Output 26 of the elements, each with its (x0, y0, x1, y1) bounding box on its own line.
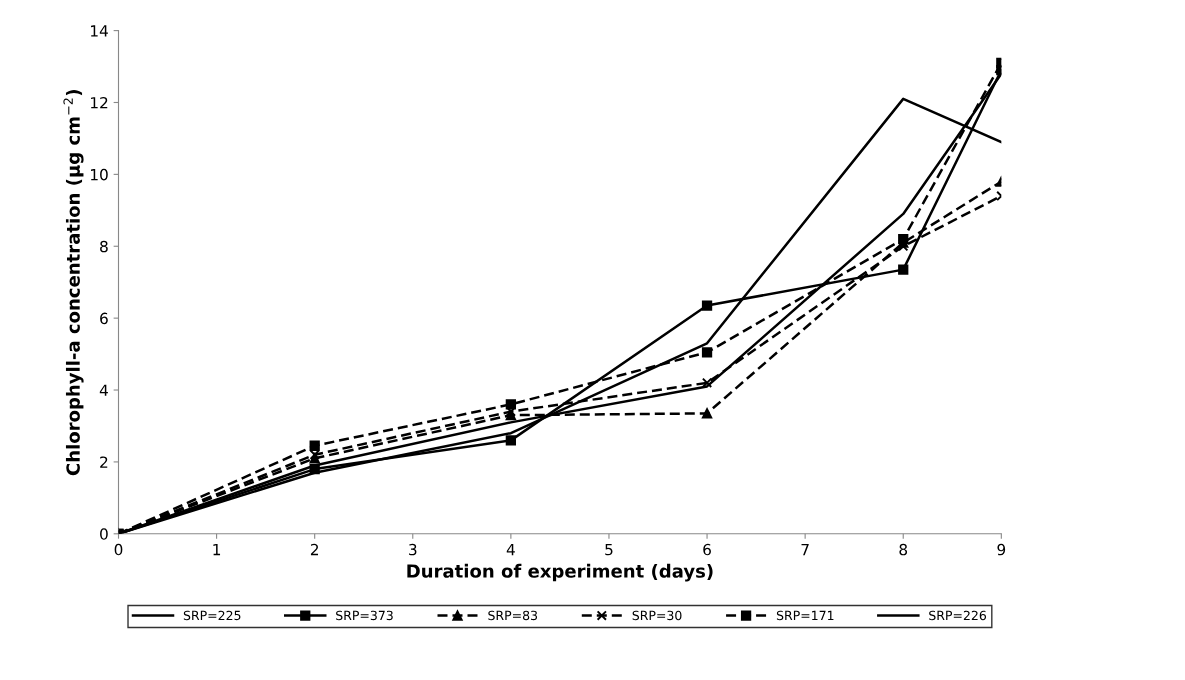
x-tick-label: 5 (605, 543, 613, 556)
x-tick-label: 6 (703, 543, 711, 556)
x-tick-label: 1 (213, 543, 221, 556)
x-tick-label: 4 (506, 543, 515, 556)
x-tick-label: 8 (899, 543, 908, 556)
legend-label: SRP=226 (929, 610, 987, 621)
legend-label: SRP=83 (488, 610, 538, 621)
x-axis-title: Duration of experiment (days) (407, 563, 713, 582)
y-axis-title: Chlorophyll-a concentration (μg cm$^{−2}$) (63, 90, 84, 476)
y-tick-label: 8 (100, 240, 108, 253)
legend-label: SRP=373 (336, 610, 393, 621)
x-tick-label: 0 (114, 543, 123, 556)
y-tick-label: 10 (91, 168, 108, 181)
y-tick-label: 4 (99, 384, 108, 396)
x-tick-label: 9 (997, 543, 1006, 556)
legend-label: SRP=171 (776, 610, 834, 621)
x-tick-label: 7 (801, 543, 809, 556)
legend-label: SRP=30 (632, 610, 682, 621)
y-tick-label: 14 (91, 25, 108, 37)
y-tick-label: 12 (91, 96, 108, 109)
y-tick-label: 6 (100, 312, 108, 325)
y-tick-label: 0 (100, 528, 108, 540)
x-tick-label: 2 (310, 543, 319, 556)
legend-label: SRP=225 (183, 610, 241, 621)
x-tick-label: 3 (409, 543, 417, 556)
y-tick-label: 2 (100, 456, 108, 468)
